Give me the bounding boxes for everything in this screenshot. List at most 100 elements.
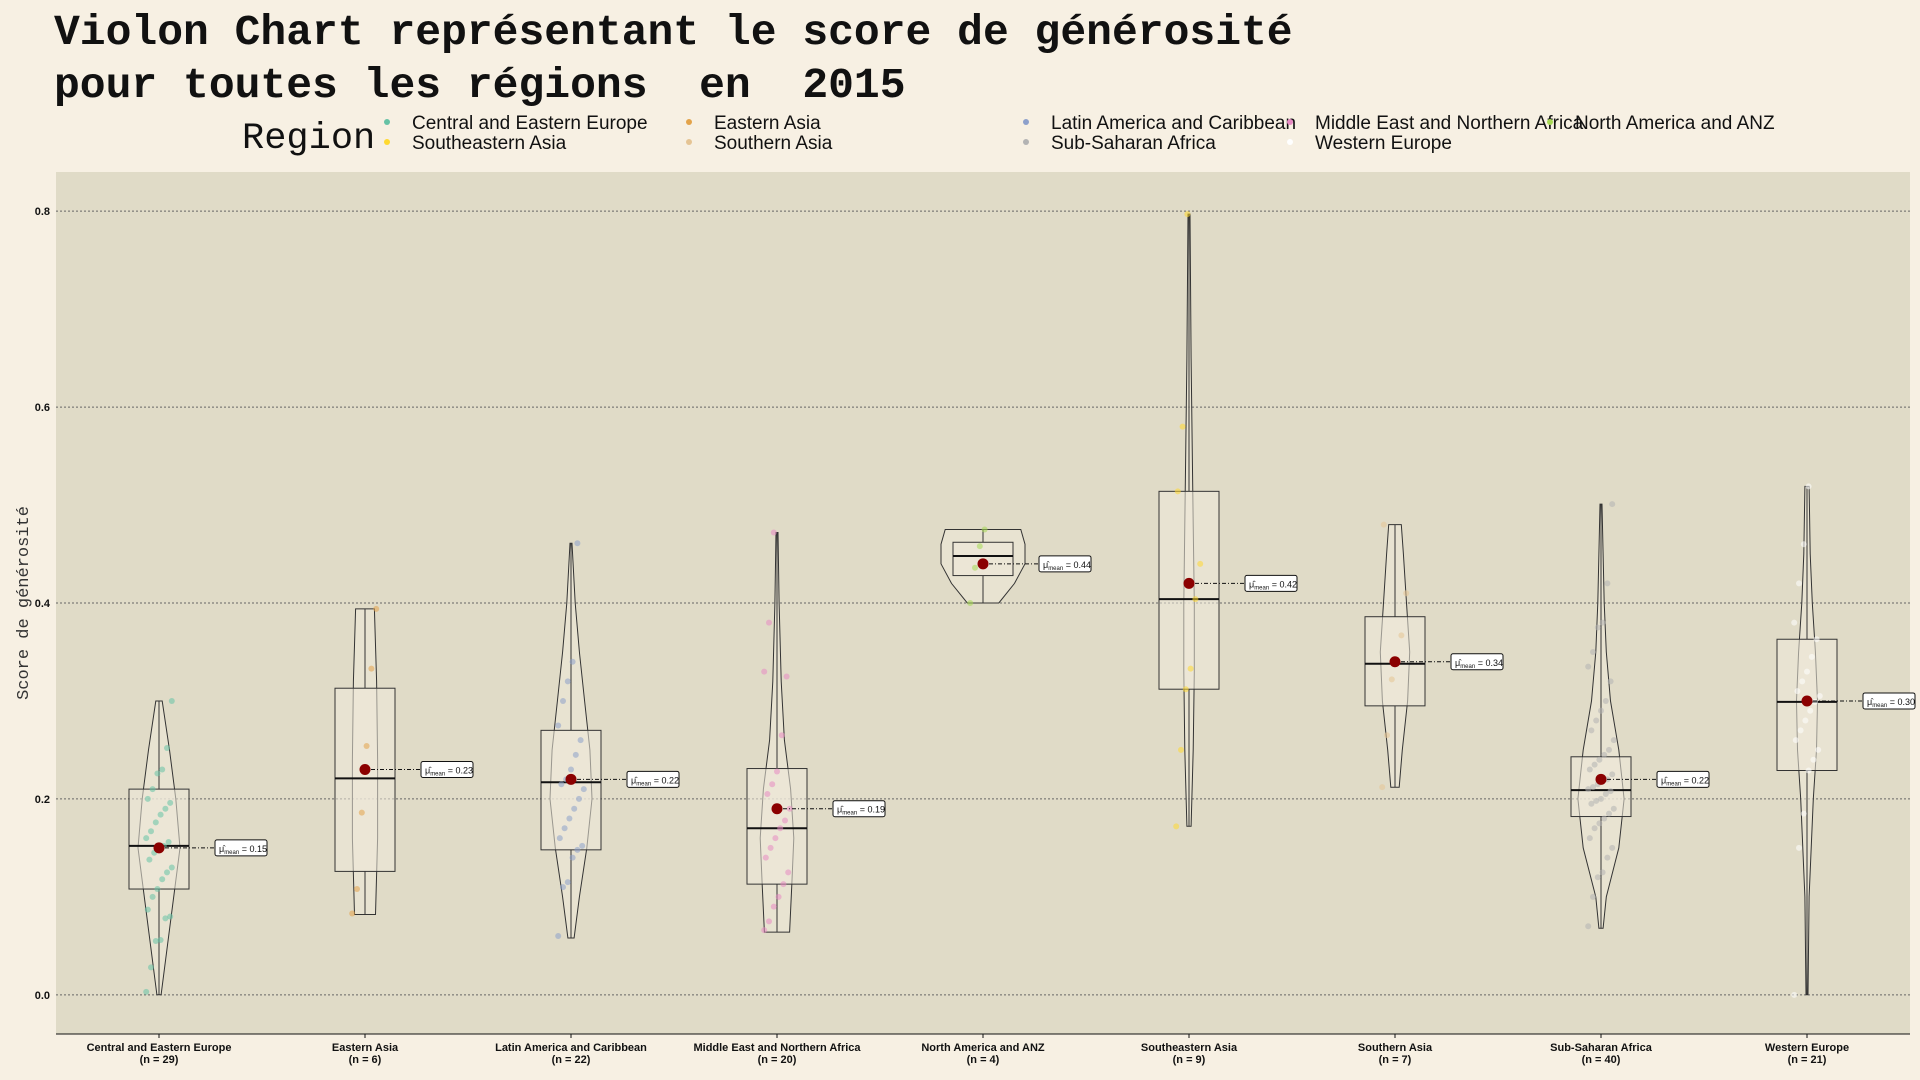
data-point xyxy=(165,839,172,846)
data-point xyxy=(154,770,161,777)
data-point xyxy=(1594,874,1601,881)
data-point xyxy=(579,842,586,849)
mean-label-box xyxy=(214,839,268,857)
data-point xyxy=(149,893,156,900)
mean-point xyxy=(153,842,165,854)
data-point xyxy=(560,697,566,704)
x-tick-label: Southern Asia xyxy=(1358,1042,1433,1054)
mean-label: μ̂mean = 0.23 xyxy=(425,766,473,778)
mean-label: μ̂mean = 0.22 xyxy=(1661,775,1709,787)
data-point xyxy=(159,766,166,773)
data-point xyxy=(777,825,784,832)
data-point xyxy=(1184,211,1191,218)
data-point xyxy=(168,864,175,871)
violin-group: μ̂mean = 0.22 Sub-Saharan Africa(n = 40) xyxy=(1550,501,1710,1066)
data-point xyxy=(1590,648,1596,655)
mean-label-box xyxy=(1244,574,1298,592)
mean-label-box xyxy=(1862,692,1916,710)
x-tick-count: (n = 29) xyxy=(140,1054,179,1066)
data-point xyxy=(1604,580,1611,587)
data-point xyxy=(556,835,563,842)
data-point xyxy=(770,903,777,910)
mean-label: μ̂mean = 0.44 xyxy=(1043,560,1091,572)
mean-label: μ̂mean = 0.34 xyxy=(1455,658,1503,670)
violin-group: μ̂mean = 0.19 Middle East and Northern Af… xyxy=(693,529,886,1066)
data-point xyxy=(1796,580,1802,587)
mean-point xyxy=(977,558,989,570)
data-point xyxy=(1609,501,1616,508)
legend-label: Latin America and Caribbean xyxy=(1051,113,1297,134)
data-point xyxy=(1604,854,1611,861)
data-point xyxy=(1606,810,1612,817)
legend-swatch xyxy=(1287,119,1293,125)
x-tick-label: Middle East and Northern Africa xyxy=(693,1042,861,1054)
data-point xyxy=(159,876,166,883)
chart-title-line-1: Violon Chart représentant le score de gé… xyxy=(54,8,1293,57)
data-point xyxy=(1797,727,1804,734)
data-point xyxy=(569,854,576,861)
mean-point xyxy=(565,773,577,785)
data-point xyxy=(1197,560,1204,567)
violin-group: μ̂mean = 0.23 Eastern Asia(n = 6) xyxy=(332,605,474,1066)
data-point xyxy=(164,869,170,876)
data-point xyxy=(1585,786,1592,793)
legend-label: Eastern Asia xyxy=(714,113,821,134)
violin-group: μ̂mean = 0.42 Southeastern Asia(n = 9) xyxy=(1141,211,1298,1066)
legend-swatch xyxy=(384,119,390,125)
data-point xyxy=(1586,766,1593,773)
data-point xyxy=(1585,663,1592,670)
data-point xyxy=(761,927,768,934)
data-point xyxy=(157,811,164,818)
x-tick-label: Sub-Saharan Africa xyxy=(1550,1042,1653,1054)
x-tick-count: (n = 7) xyxy=(1379,1054,1412,1066)
data-point xyxy=(976,543,983,550)
y-tick-label: 0.6 xyxy=(35,402,50,414)
data-point xyxy=(1602,791,1609,798)
data-point xyxy=(571,805,578,812)
data-point xyxy=(782,817,788,824)
mean-label: μ̂mean = 0.19 xyxy=(837,805,885,817)
violin-group: μ̂mean = 0.22 Latin America and Caribbean… xyxy=(495,540,680,1066)
x-tick-count: (n = 40) xyxy=(1582,1054,1621,1066)
data-point xyxy=(167,799,174,806)
data-point xyxy=(1601,751,1608,758)
mean-label-box xyxy=(1038,555,1092,573)
data-point xyxy=(164,744,170,751)
mean-label: μ̂mean = 0.42 xyxy=(1249,579,1297,591)
data-point xyxy=(564,879,571,886)
x-tick-count: (n = 6) xyxy=(349,1054,382,1066)
x-tick-count: (n = 9) xyxy=(1173,1054,1206,1066)
data-point xyxy=(1610,737,1617,744)
data-point xyxy=(1796,844,1802,851)
x-tick-label: Western Europe xyxy=(1765,1042,1849,1054)
chart-title: Violon Chart représentant le score de gé… xyxy=(54,6,1754,112)
data-point xyxy=(1593,797,1600,804)
box xyxy=(1570,756,1632,818)
data-point xyxy=(152,819,159,826)
x-tick-count: (n = 4) xyxy=(967,1054,1000,1066)
y-tick-label: 0.0 xyxy=(35,990,50,1002)
data-point xyxy=(349,910,356,917)
legend-swatch xyxy=(1023,119,1029,125)
data-point xyxy=(1606,746,1612,753)
data-point xyxy=(766,918,772,925)
data-point xyxy=(1586,835,1593,842)
data-point xyxy=(162,915,169,922)
legend-label: Southern Asia xyxy=(714,133,833,154)
data-point xyxy=(1813,636,1820,643)
mean-label-box xyxy=(1450,653,1504,671)
data-point xyxy=(564,678,571,685)
data-point xyxy=(778,732,785,739)
data-point xyxy=(1585,923,1592,930)
x-tick-count: (n = 22) xyxy=(552,1054,591,1066)
data-point xyxy=(1607,788,1614,795)
box xyxy=(128,788,190,890)
data-point xyxy=(1398,632,1405,639)
legend-label: Sub-Saharan Africa xyxy=(1051,133,1216,154)
data-point xyxy=(780,881,787,888)
data-point xyxy=(1598,795,1604,802)
legend-label: Southeastern Asia xyxy=(412,133,567,154)
data-point xyxy=(143,988,150,995)
mean-label: μ̂mean = 0.30 xyxy=(1867,697,1915,709)
data-point xyxy=(1602,697,1609,704)
